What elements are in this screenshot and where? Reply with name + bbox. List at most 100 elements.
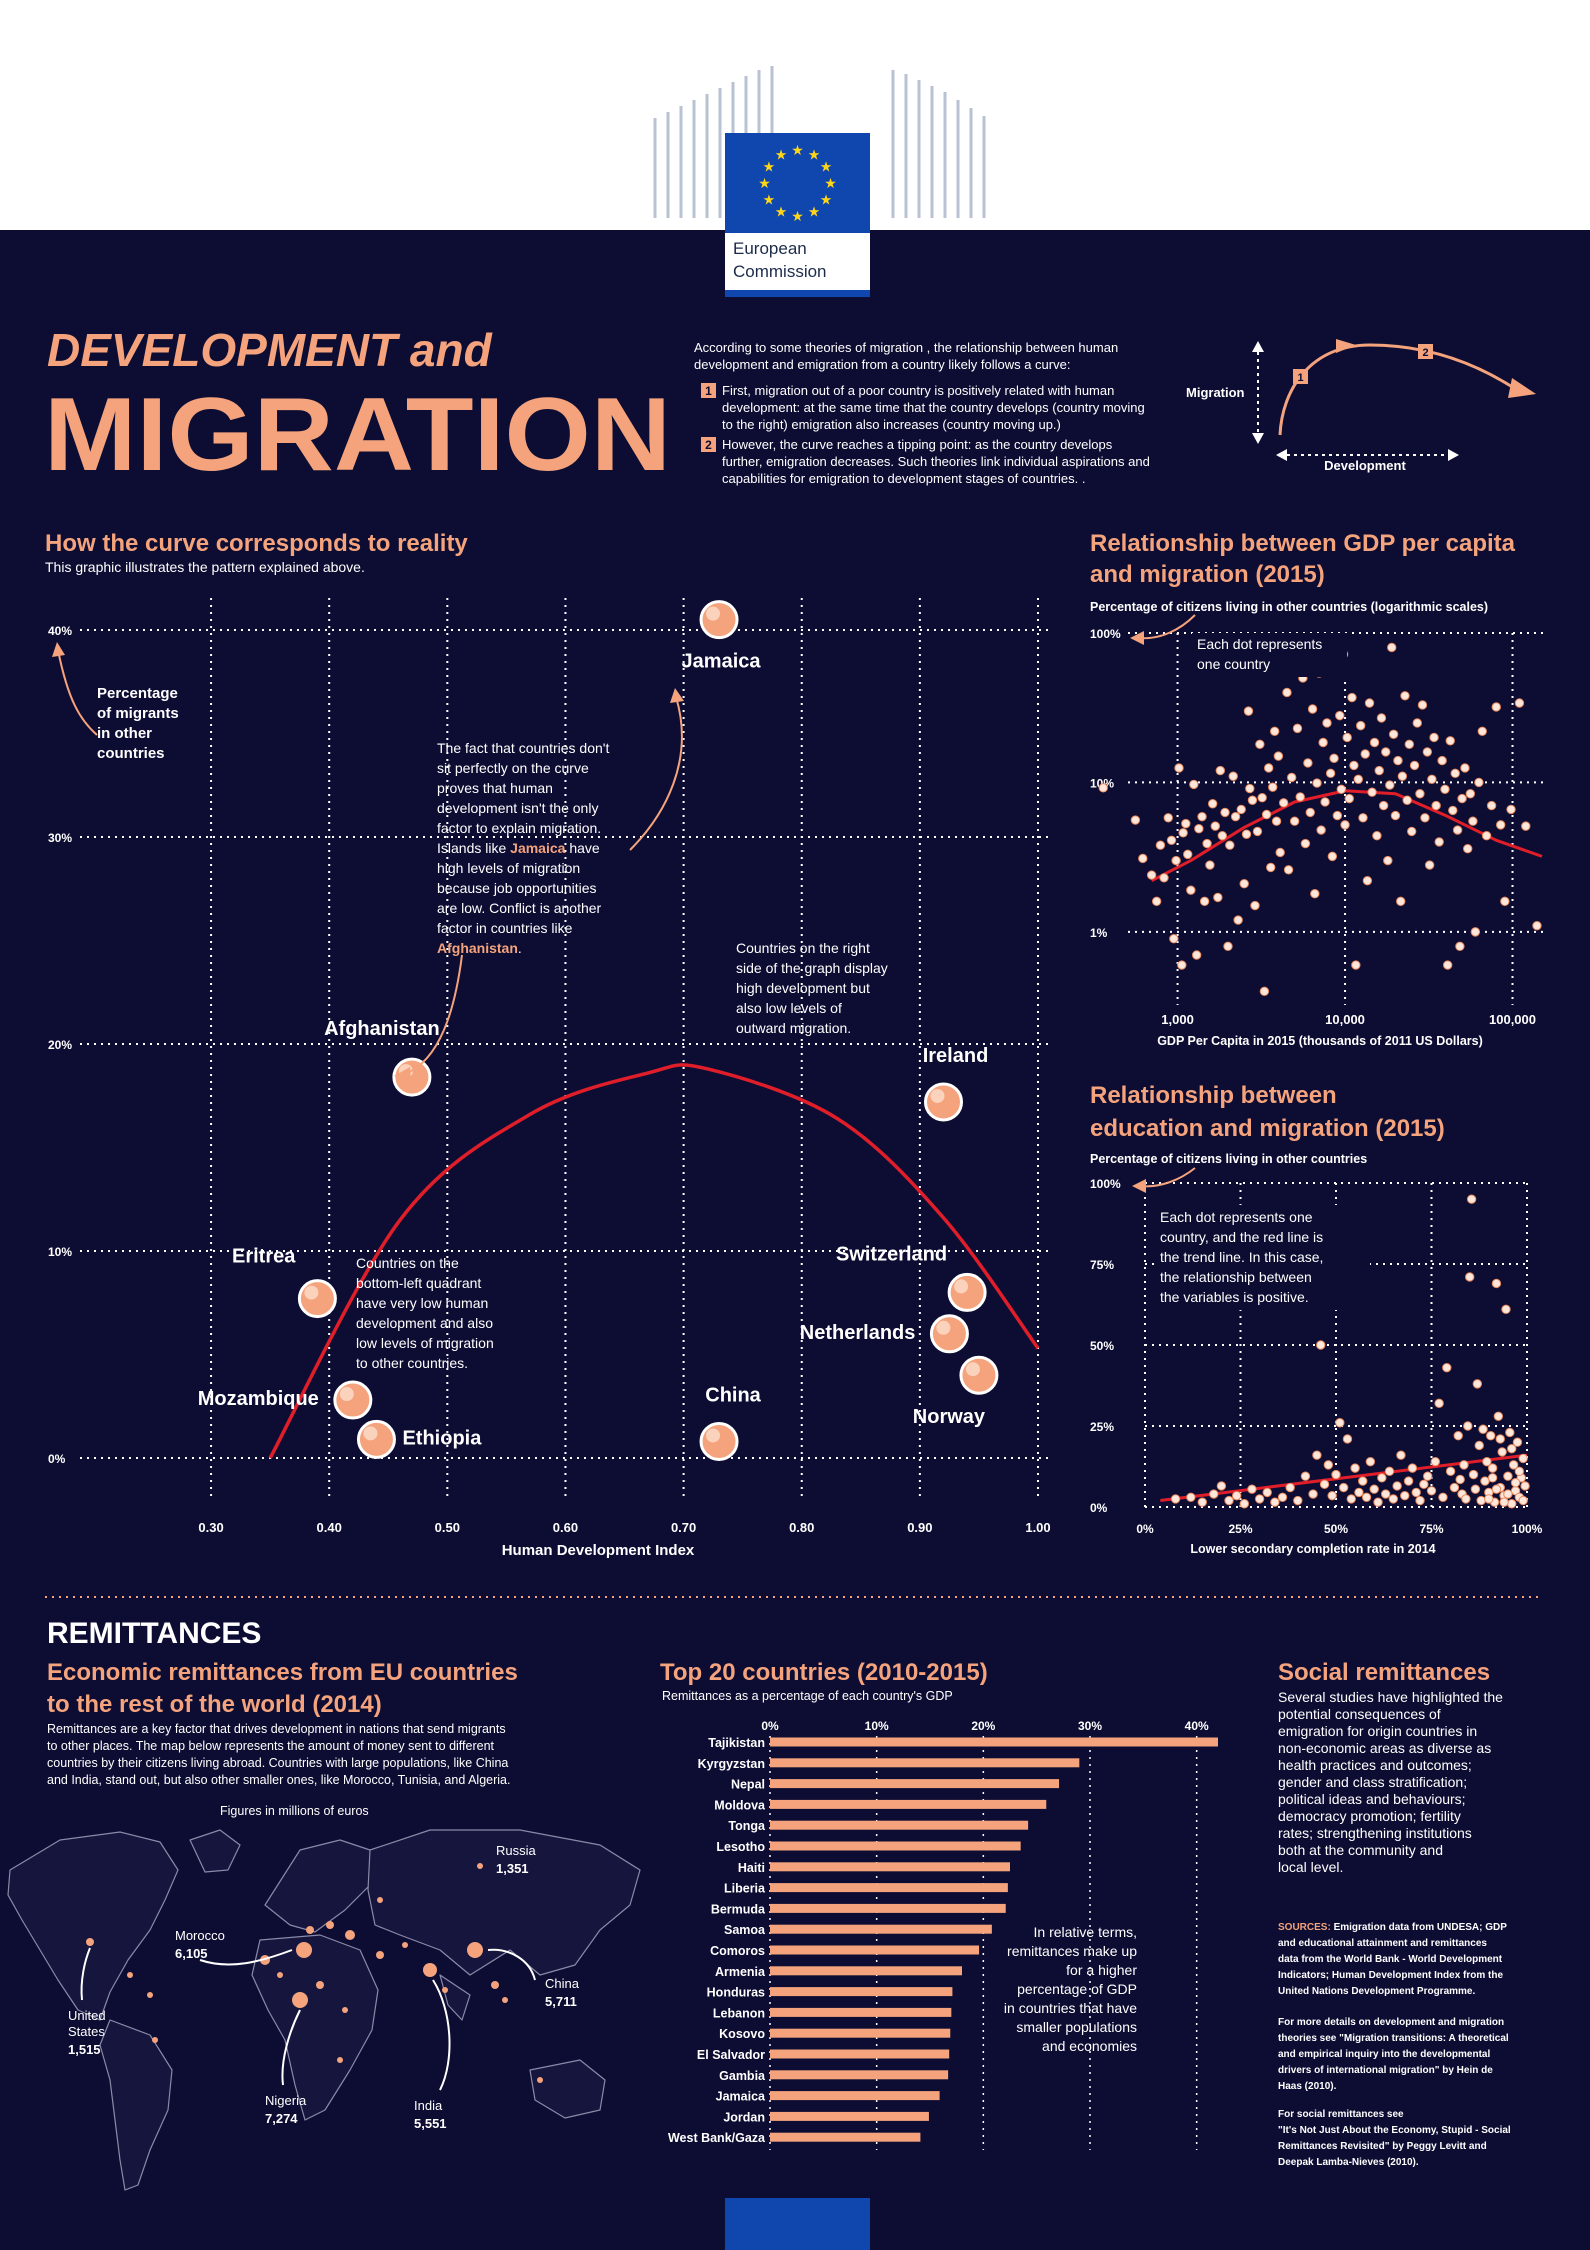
edu-dot: [1459, 1460, 1469, 1470]
gdp-dot: [1310, 889, 1320, 899]
edu-dot: [1346, 1494, 1356, 1504]
annotation-line: also low levels of: [736, 1000, 842, 1016]
gdp-dot: [1197, 811, 1207, 822]
annotation-line: factor in countries like: [437, 920, 573, 936]
gdp-note-arrow-icon: [1130, 631, 1144, 645]
gdp-dot: [1186, 885, 1196, 895]
edu-dot: [1388, 1494, 1399, 1504]
edu-dot: [1438, 1492, 1448, 1502]
bar: [770, 1924, 992, 1934]
point-jamaica: [699, 600, 739, 640]
gdp-dot: [1362, 875, 1373, 886]
gdp-dot: [1213, 892, 1223, 903]
gdp-dot: [1406, 826, 1417, 837]
edu-dot: [1369, 1484, 1379, 1494]
bar-category-label: Nepal: [731, 1778, 765, 1792]
edu-dot: [1270, 1497, 1280, 1507]
point2-line: further, emigration decreases. Such theo…: [722, 454, 1150, 469]
annotation-line: Countries on the right: [736, 940, 870, 956]
map-dot: [376, 1951, 384, 1959]
edu-dot: [1224, 1495, 1234, 1506]
edu-dot: [1331, 1469, 1341, 1480]
point-highlight-mozambique: [339, 1387, 354, 1402]
edu-dot: [1209, 1489, 1219, 1499]
gdp-dot: [1500, 896, 1510, 907]
edu-dot: [1354, 1487, 1364, 1498]
gdp-dot: [1514, 698, 1525, 708]
annotation-line: to other countries.: [356, 1355, 468, 1371]
map-label-value: 6,105: [175, 1946, 208, 1961]
map-dot-nigeria: [292, 1992, 308, 2008]
gdp-dot: [1481, 831, 1492, 841]
social-line: gender and class stratification;: [1278, 1774, 1467, 1790]
map-dot-china: [467, 1942, 483, 1958]
map-dot: [491, 1981, 499, 1989]
bar-category-label: West Bank/Gaza: [668, 2131, 766, 2145]
edu-dot: [1407, 1463, 1418, 1473]
edu-dot: [1449, 1482, 1460, 1493]
gdp-dot: [1381, 747, 1391, 757]
gdp-dot: [1183, 849, 1193, 860]
eu-star-icon: ★: [775, 204, 788, 220]
more-line: theories see "Migration transitions: A t…: [1278, 2033, 1509, 2044]
gdp-dot: [1322, 718, 1332, 728]
label-jamaica: Jamaica: [682, 651, 762, 673]
edu-dot: [1470, 1484, 1481, 1494]
annotation-line: The fact that countries don't: [437, 740, 609, 756]
main-x-tick-label: 0.40: [317, 1520, 342, 1535]
edu-dot: [1415, 1495, 1425, 1506]
edu-dot: [1392, 1481, 1402, 1491]
gdp-dot: [1225, 840, 1235, 850]
bar-category-label: Jordan: [723, 2110, 765, 2124]
gdp-dot: [1286, 772, 1297, 783]
edu-dot: [1300, 1471, 1311, 1481]
main-ylabel: Percentage of migrants in other countrie…: [52, 642, 179, 762]
gdp-dot: [1189, 779, 1199, 790]
edu-dot: [1463, 1421, 1473, 1431]
edu-dot: [1478, 1424, 1488, 1434]
point-mozambique: [333, 1380, 373, 1420]
gdp-dot: [1278, 798, 1289, 808]
bar: [770, 2070, 949, 2080]
gdp-dot: [1390, 810, 1401, 821]
annotation-line: high levels of migration: [437, 860, 580, 876]
edu-dot: [1474, 1440, 1484, 1451]
gdp-dot: [1402, 795, 1412, 805]
social-line: both at the community and: [1278, 1842, 1443, 1858]
gdp-note-line: one country: [1197, 656, 1270, 672]
logo-line2: Commission: [733, 262, 827, 281]
main-chart-heading: How the curve corresponds to reality: [45, 530, 468, 557]
ylabel-line: of migrants: [97, 705, 179, 722]
label-china: China: [705, 1384, 761, 1406]
edu-note-line: the variables is positive.: [1160, 1289, 1309, 1305]
gdp-dot: [1320, 797, 1330, 807]
main-x-tick-label: 0.30: [198, 1520, 223, 1535]
edu-dot: [1216, 1481, 1227, 1491]
edu-x-tick-label: 0%: [1136, 1522, 1154, 1536]
bar-note-line: remittances make up: [1007, 1943, 1137, 1959]
gdp-dot: [1434, 837, 1444, 847]
gdp-dot: [1360, 749, 1370, 759]
gdp-dot: [1181, 818, 1191, 829]
gdp-dot: [1486, 800, 1497, 811]
map-heading: to the rest of the world (2014): [47, 1691, 382, 1718]
main-x-tick-label: 0.70: [671, 1520, 696, 1535]
annotation-line: Afghanistan.: [437, 940, 522, 956]
gdp-chart-heading: and migration (2015): [1090, 561, 1325, 588]
gdp-dot: [1412, 718, 1422, 728]
point-highlight-jamaica: [706, 606, 721, 621]
annotation-highlight: Jamaica: [510, 840, 565, 856]
edu-y-tick-label: 75%: [1090, 1258, 1114, 1272]
social-heading: Social remittances: [1278, 1659, 1490, 1686]
gdp-dot: [1252, 826, 1263, 837]
annotation-line: side of the graph display: [736, 960, 888, 976]
gdp-dot: [1424, 860, 1435, 870]
edu-dot: [1455, 1474, 1465, 1485]
gdp-dot: [1282, 687, 1292, 698]
bar-heading: Top 20 countries (2010-2015): [660, 1659, 988, 1686]
map-label-name: Nigeria: [265, 2093, 307, 2108]
gdp-x-tick-label: 10,000: [1325, 1012, 1365, 1027]
curve-diagram: Migration Development 1 2: [1186, 339, 1536, 473]
edu-note-arrow-icon: [1132, 1179, 1146, 1193]
gdp-dot: [1383, 855, 1393, 866]
